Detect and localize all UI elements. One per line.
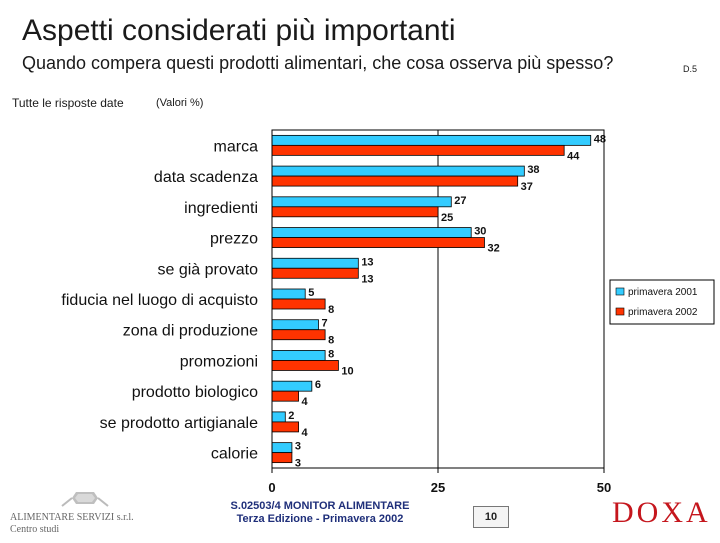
x-tick-label: 0 — [268, 480, 275, 495]
question-reference: D.5 — [683, 64, 698, 74]
filter-label: Tutte le risposte date — [12, 96, 124, 110]
data-label: 2 — [288, 410, 294, 422]
data-label: 6 — [315, 379, 321, 391]
data-label: 25 — [441, 212, 453, 224]
category-label: ingredienti — [184, 200, 258, 217]
legend-swatch — [615, 307, 625, 316]
category-label: data scadenza — [154, 169, 258, 186]
bar-primavera-2001 — [271, 319, 319, 331]
data-label: 8 — [328, 304, 334, 316]
data-label: 10 — [341, 365, 353, 377]
data-label: 8 — [328, 335, 334, 347]
unit-label: (Valori %) — [156, 97, 204, 109]
bar-primavera-2001 — [271, 411, 286, 423]
data-label: 4 — [302, 396, 309, 408]
bar-primavera-2001 — [271, 165, 525, 177]
data-label: 3 — [295, 441, 301, 453]
data-label: 37 — [521, 181, 533, 193]
bar-primavera-2001 — [271, 288, 306, 300]
org-dept: Centro studi — [10, 524, 60, 535]
data-label: 44 — [567, 150, 580, 162]
bar-primavera-2002 — [271, 452, 293, 464]
bar-primavera-2001 — [271, 196, 452, 208]
data-label: 32 — [487, 243, 499, 255]
question-subtitle: Quando compera questi prodotti alimentar… — [22, 53, 614, 73]
category-label: se già provato — [157, 261, 258, 278]
bar-primavera-2001 — [271, 380, 313, 392]
category-label: promozioni — [180, 353, 258, 370]
category-label: se prodotto artigianale — [100, 415, 258, 432]
bar-primavera-2002 — [271, 206, 439, 218]
data-label: 13 — [361, 273, 373, 285]
data-label: 3 — [295, 458, 301, 470]
data-label: 27 — [454, 195, 466, 207]
data-label: 38 — [527, 164, 539, 176]
category-label: prezzo — [210, 231, 258, 248]
brand-logo: DOXA — [612, 496, 711, 529]
bar-primavera-2001 — [271, 442, 293, 454]
org-name: ALIMENTARE SERVIZI s.r.l. — [10, 512, 134, 523]
data-label: 13 — [361, 256, 373, 268]
category-label: zona di produzione — [123, 323, 258, 340]
x-tick-label: 50 — [597, 480, 611, 495]
x-tick-label: 25 — [431, 480, 445, 495]
legend-label: primavera 2002 — [628, 307, 698, 318]
category-label: marca — [214, 138, 259, 155]
legend-label: primavera 2001 — [628, 287, 698, 298]
bar-primavera-2002 — [271, 390, 299, 402]
org-logo: ALIMENTARE SERVIZI s.r.l. Centro studi — [6, 490, 196, 538]
report-edition: Terza Edizione - Primavera 2002 — [236, 513, 404, 525]
category-label: prodotto biologico — [132, 384, 258, 401]
bar-primavera-2002 — [271, 360, 339, 371]
page-number: 10 — [473, 506, 509, 528]
data-label: 5 — [308, 287, 314, 299]
page-title: Aspetti considerati più importanti — [22, 14, 456, 47]
bar-primavera-2001 — [271, 134, 592, 146]
data-label: 4 — [302, 427, 309, 439]
bar-primavera-2001 — [271, 257, 359, 269]
data-label: 8 — [328, 348, 334, 360]
data-label: 7 — [321, 318, 327, 330]
bar-primavera-2001 — [271, 227, 472, 238]
bar-primavera-2002 — [271, 237, 485, 248]
org-emblem-icon — [61, 492, 109, 507]
category-label: fiducia nel luogo di acquisto — [61, 292, 258, 309]
legend-swatch — [615, 287, 625, 296]
legend-box — [609, 279, 715, 325]
category-label: calorie — [211, 446, 258, 463]
bar-primavera-2002 — [271, 329, 326, 341]
bar-primavera-2002 — [271, 175, 519, 187]
report-reference: S.02503/4 MONITOR ALIMENTARE Terza Edizi… — [200, 500, 440, 526]
bar-primavera-2002 — [271, 144, 565, 156]
report-code: S.02503/4 MONITOR ALIMENTARE — [230, 500, 410, 512]
bar-primavera-2002 — [271, 421, 299, 433]
bar-primavera-2001 — [271, 350, 326, 361]
bar-primavera-2002 — [271, 267, 359, 279]
data-label: 48 — [594, 133, 606, 145]
data-label: 30 — [474, 226, 486, 238]
bar-primavera-2002 — [271, 298, 326, 310]
